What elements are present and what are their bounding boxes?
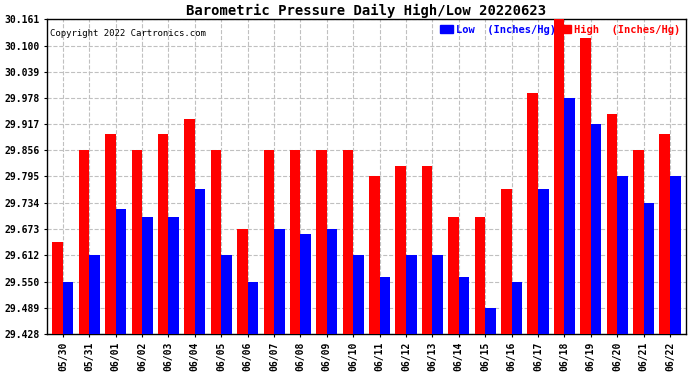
Bar xyxy=(644,202,654,334)
Bar xyxy=(607,114,617,334)
Bar xyxy=(485,308,496,334)
Bar xyxy=(89,255,100,334)
Bar xyxy=(105,134,116,334)
Bar xyxy=(158,134,168,334)
Text: Copyright 2022 Cartronics.com: Copyright 2022 Cartronics.com xyxy=(50,29,206,38)
Bar xyxy=(327,229,337,334)
Bar xyxy=(248,282,258,334)
Bar xyxy=(195,189,206,334)
Bar xyxy=(184,118,195,334)
Bar xyxy=(459,277,469,334)
Bar xyxy=(63,282,73,334)
Bar xyxy=(274,229,284,334)
Bar xyxy=(591,124,602,334)
Bar xyxy=(564,98,575,334)
Bar xyxy=(264,150,274,334)
Bar xyxy=(300,234,311,334)
Bar xyxy=(527,93,538,334)
Bar xyxy=(353,255,364,334)
Bar xyxy=(395,166,406,334)
Bar xyxy=(511,282,522,334)
Bar xyxy=(501,189,511,334)
Bar xyxy=(221,255,232,334)
Legend: Low  (Inches/Hg), High  (Inches/Hg): Low (Inches/Hg), High (Inches/Hg) xyxy=(440,25,680,35)
Bar xyxy=(633,150,644,334)
Bar xyxy=(406,255,417,334)
Bar xyxy=(448,217,459,334)
Bar xyxy=(380,277,391,334)
Bar xyxy=(433,255,443,334)
Bar xyxy=(369,177,380,334)
Bar xyxy=(168,217,179,334)
Bar xyxy=(316,150,327,334)
Bar xyxy=(617,177,628,334)
Bar xyxy=(670,177,680,334)
Bar xyxy=(422,166,433,334)
Bar xyxy=(52,242,63,334)
Bar xyxy=(290,150,300,334)
Bar xyxy=(116,209,126,334)
Bar xyxy=(79,150,89,334)
Bar xyxy=(210,150,221,334)
Bar xyxy=(475,217,485,334)
Bar xyxy=(580,38,591,334)
Title: Barometric Pressure Daily High/Low 20220623: Barometric Pressure Daily High/Low 20220… xyxy=(186,4,546,18)
Bar xyxy=(237,229,248,334)
Bar xyxy=(554,20,564,334)
Bar xyxy=(660,134,670,334)
Bar xyxy=(343,150,353,334)
Bar xyxy=(538,189,549,334)
Bar xyxy=(132,150,142,334)
Bar xyxy=(142,217,152,334)
